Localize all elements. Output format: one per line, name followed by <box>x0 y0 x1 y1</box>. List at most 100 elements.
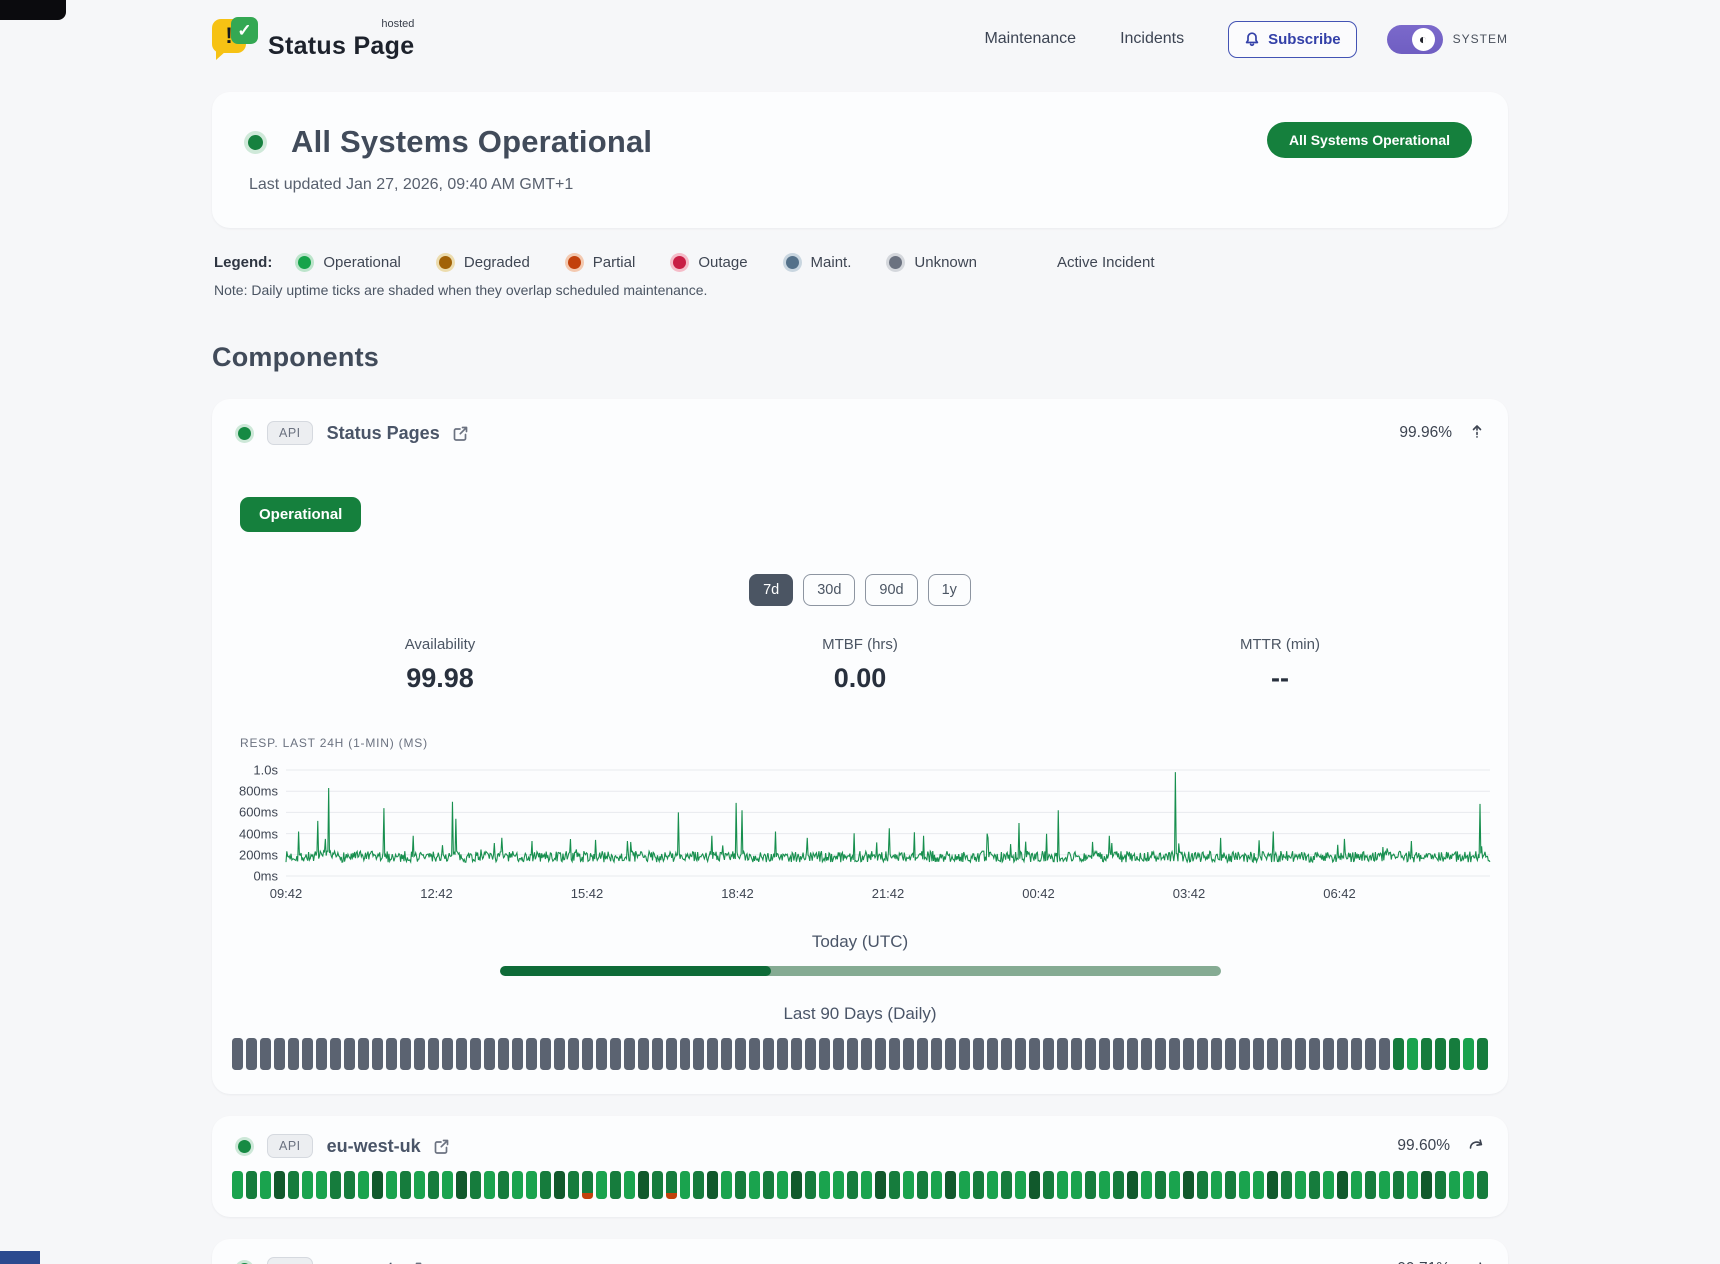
uptime-tick[interactable] <box>1322 1171 1334 1199</box>
uptime-tick[interactable] <box>1434 1171 1446 1199</box>
uptime-tick[interactable] <box>931 1171 943 1199</box>
uptime-tick[interactable] <box>1099 1038 1111 1070</box>
uptime-tick[interactable] <box>427 1171 439 1199</box>
uptime-tick[interactable] <box>777 1171 789 1199</box>
uptime-tick[interactable] <box>1308 1038 1320 1070</box>
uptime-tick[interactable] <box>483 1038 495 1070</box>
uptime-tick[interactable] <box>1113 1171 1124 1199</box>
uptime-tick[interactable] <box>1001 1171 1013 1199</box>
range-button-90d[interactable]: 90d <box>865 574 918 606</box>
uptime-tick[interactable] <box>315 1171 327 1199</box>
theme-toggle[interactable]: ◐ <box>1386 24 1443 54</box>
uptime-tick[interactable] <box>791 1038 803 1070</box>
uptime-tick[interactable] <box>609 1171 621 1199</box>
uptime-tick[interactable] <box>847 1038 859 1070</box>
uptime-tick[interactable] <box>497 1171 509 1199</box>
nav-incidents[interactable]: Incidents <box>1120 30 1185 47</box>
uptime-tick[interactable] <box>609 1038 621 1070</box>
uptime-tick[interactable] <box>1099 1171 1111 1199</box>
uptime-tick[interactable] <box>1071 1171 1083 1199</box>
range-button-30d[interactable]: 30d <box>803 574 856 606</box>
uptime-tick[interactable] <box>1476 1038 1488 1070</box>
uptime-tick[interactable] <box>1434 1038 1446 1070</box>
uptime-tick[interactable] <box>861 1038 873 1070</box>
uptime-tick[interactable] <box>1113 1038 1124 1070</box>
uptime-tick[interactable] <box>1350 1038 1362 1070</box>
uptime-tick[interactable] <box>749 1038 761 1070</box>
component-name-link[interactable]: eu-west-uk <box>326 1135 421 1156</box>
uptime-tick[interactable] <box>539 1038 551 1070</box>
uptime-tick[interactable] <box>301 1038 313 1070</box>
uptime-tick[interactable] <box>805 1038 817 1070</box>
uptime-tick[interactable] <box>287 1171 299 1199</box>
uptime-tick[interactable] <box>357 1038 369 1070</box>
uptime-tick[interactable] <box>1378 1038 1390 1070</box>
uptime-tick[interactable] <box>1085 1171 1097 1199</box>
uptime-tick[interactable] <box>1210 1038 1222 1070</box>
uptime-tick[interactable] <box>1336 1038 1348 1070</box>
uptime-tick[interactable] <box>707 1171 719 1199</box>
uptime-tick[interactable] <box>259 1171 271 1199</box>
uptime-tick[interactable] <box>232 1038 243 1070</box>
uptime-tick[interactable] <box>1085 1038 1097 1070</box>
uptime-tick[interactable] <box>763 1038 775 1070</box>
uptime-tick[interactable] <box>637 1171 649 1199</box>
uptime-tick[interactable] <box>1015 1038 1027 1070</box>
uptime-tick[interactable] <box>1252 1171 1264 1199</box>
uptime-tick[interactable] <box>1182 1171 1194 1199</box>
external-link-icon[interactable] <box>452 425 469 442</box>
uptime-tick[interactable] <box>455 1038 467 1070</box>
brand-logo[interactable]: ! ✓ hosted Status Page <box>212 17 414 61</box>
uptime-tick[interactable] <box>1420 1171 1432 1199</box>
uptime-tick[interactable] <box>1001 1038 1013 1070</box>
uptime-tick[interactable] <box>791 1171 803 1199</box>
uptime-tick[interactable] <box>1043 1171 1055 1199</box>
uptime-tick[interactable] <box>1029 1171 1041 1199</box>
uptime-tick[interactable] <box>287 1038 299 1070</box>
uptime-tick[interactable] <box>1127 1171 1138 1199</box>
subscribe-button[interactable]: Subscribe <box>1228 20 1357 58</box>
uptime-tick[interactable] <box>1392 1038 1404 1070</box>
uptime-tick[interactable] <box>805 1171 817 1199</box>
uptime-tick[interactable] <box>245 1038 257 1070</box>
uptime-tick[interactable] <box>1364 1171 1376 1199</box>
uptime-tick[interactable] <box>1364 1038 1376 1070</box>
uptime-tick[interactable] <box>693 1038 705 1070</box>
uptime-tick[interactable] <box>413 1038 425 1070</box>
uptime-tick[interactable] <box>469 1038 481 1070</box>
uptime-tick[interactable] <box>273 1038 285 1070</box>
uptime-tick[interactable] <box>1392 1171 1404 1199</box>
uptime-tick[interactable] <box>1071 1038 1083 1070</box>
uptime-tick[interactable] <box>959 1171 971 1199</box>
uptime-tick[interactable] <box>1140 1171 1152 1199</box>
uptime-tick[interactable] <box>917 1038 929 1070</box>
uptime-tick[interactable] <box>1029 1038 1041 1070</box>
uptime-tick[interactable] <box>455 1171 467 1199</box>
uptime-tick[interactable] <box>707 1038 719 1070</box>
uptime-tick[interactable] <box>1280 1038 1292 1070</box>
nav-maintenance[interactable]: Maintenance <box>984 30 1077 47</box>
uptime-tick[interactable] <box>1406 1038 1418 1070</box>
uptime-tick[interactable] <box>861 1171 873 1199</box>
component-name-link[interactable]: Status Pages <box>326 422 440 443</box>
uptime-tick[interactable] <box>931 1038 943 1070</box>
uptime-tick[interactable] <box>833 1171 845 1199</box>
uptime-tick[interactable] <box>525 1038 537 1070</box>
uptime-tick[interactable] <box>1476 1171 1488 1199</box>
component-name-link[interactable]: na-west <box>327 1259 394 1264</box>
uptime-tick[interactable] <box>1168 1171 1180 1199</box>
uptime-tick[interactable] <box>581 1038 593 1070</box>
uptime-tick[interactable] <box>343 1038 355 1070</box>
uptime-tick[interactable] <box>1154 1171 1166 1199</box>
uptime-tick[interactable] <box>595 1038 607 1070</box>
uptime-tick[interactable] <box>371 1171 383 1199</box>
uptime-tick[interactable] <box>385 1171 397 1199</box>
uptime-tick[interactable] <box>581 1171 593 1199</box>
uptime-tick[interactable] <box>903 1038 915 1070</box>
uptime-tick[interactable] <box>749 1171 761 1199</box>
expand-toggle-icon[interactable] <box>1468 1139 1484 1153</box>
uptime-tick[interactable] <box>1224 1038 1236 1070</box>
uptime-tick[interactable] <box>399 1038 411 1070</box>
uptime-tick[interactable] <box>1043 1038 1055 1070</box>
uptime-tick[interactable] <box>329 1171 341 1199</box>
